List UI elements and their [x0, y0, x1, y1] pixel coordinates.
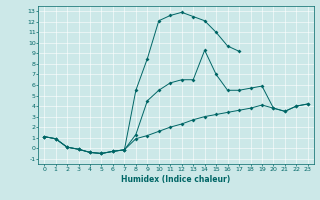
- X-axis label: Humidex (Indice chaleur): Humidex (Indice chaleur): [121, 175, 231, 184]
